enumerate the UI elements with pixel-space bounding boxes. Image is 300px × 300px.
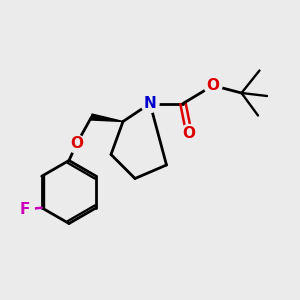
Circle shape	[68, 135, 85, 153]
Polygon shape	[91, 114, 123, 122]
Circle shape	[180, 124, 198, 142]
Text: N: N	[144, 96, 156, 111]
Text: O: O	[70, 136, 83, 152]
Circle shape	[16, 200, 34, 218]
Text: O: O	[182, 126, 196, 141]
Text: F: F	[20, 202, 31, 217]
Text: O: O	[206, 78, 220, 93]
Circle shape	[141, 94, 159, 112]
Circle shape	[204, 76, 222, 94]
